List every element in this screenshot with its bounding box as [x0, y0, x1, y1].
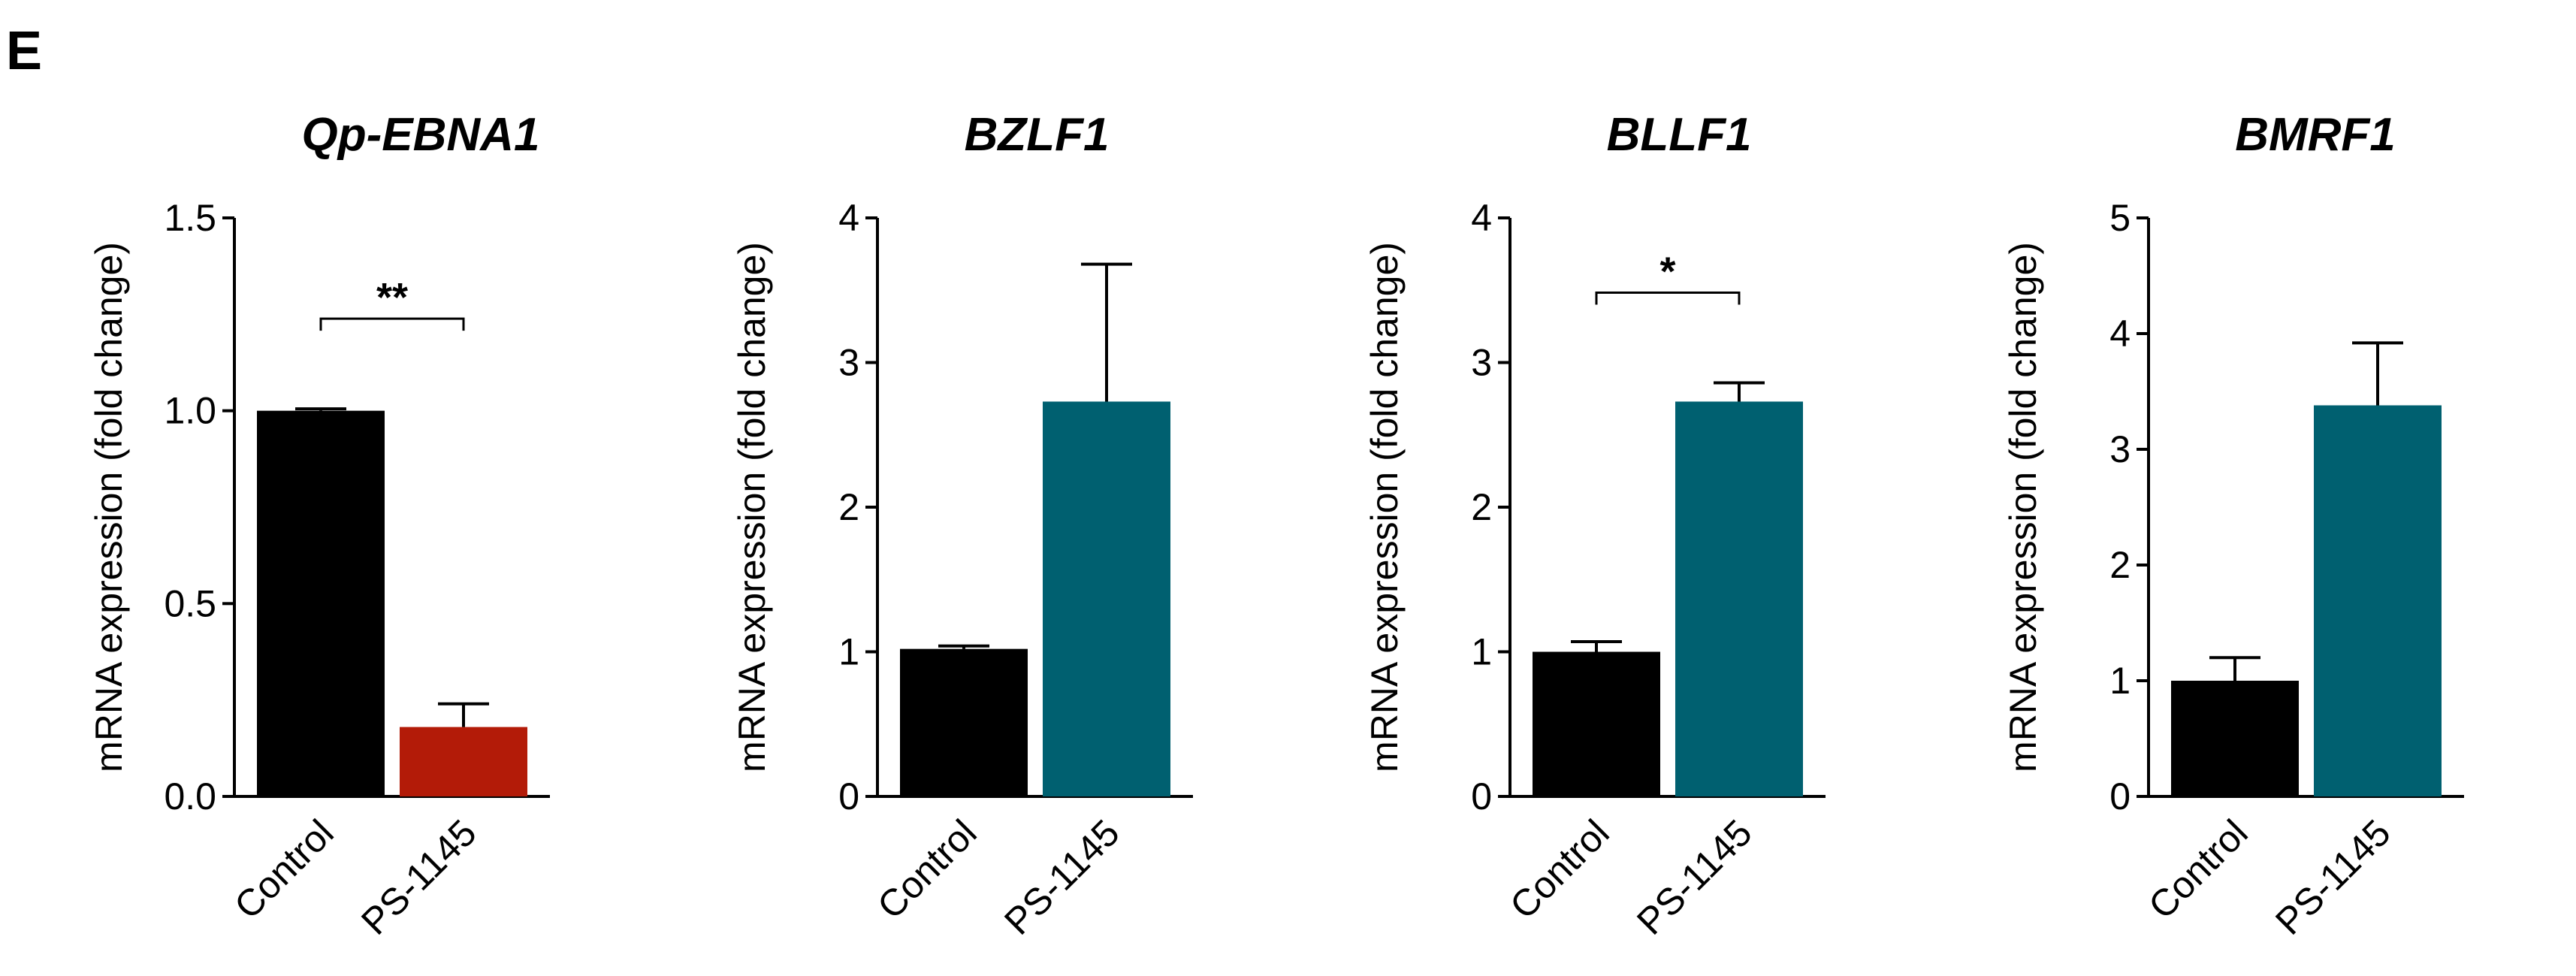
y-tick-label: 4	[2109, 313, 2131, 355]
significance-bracket	[319, 317, 465, 331]
bar-control	[1533, 651, 1660, 796]
chart-4: BMRF1 mRNA expression (fold change) 0 1 2 3 4 5…	[2002, 109, 2464, 943]
y-tick-label: 4	[838, 197, 859, 239]
bar-ps-1145	[400, 727, 527, 796]
chart-title: BZLF1	[965, 109, 1110, 161]
y-tick-label: 1.5	[164, 197, 216, 239]
y-axis-label: mRNA expression (fold change)	[2002, 242, 2044, 772]
y-tick-label: 5	[2109, 197, 2131, 239]
x-tick-label: PS-1145	[2267, 811, 2399, 943]
y-tick-label: 1.0	[164, 390, 216, 432]
chart-1: Qp-EBNA1 mRNA expression (fold change) 0.0…	[88, 109, 550, 943]
x-tick-label: PS-1145	[1629, 811, 1760, 943]
chart-title: BLLF1	[1607, 109, 1752, 161]
chart-title: BMRF1	[2235, 109, 2396, 161]
significance-bracket	[1595, 291, 1741, 305]
y-tick-label: 3	[2109, 428, 2131, 470]
y-tick-label: 0	[1471, 775, 1492, 817]
panel-label: E	[6, 21, 42, 81]
y-tick-label: 0.5	[164, 582, 216, 624]
x-tick-label: PS-1145	[353, 811, 485, 943]
y-axis-label: mRNA expression (fold change)	[1363, 242, 1406, 772]
bar-ps-1145	[2314, 405, 2442, 796]
y-tick-label: 4	[1471, 197, 1492, 239]
y-tick-label: 3	[838, 342, 859, 384]
y-tick-label: 0	[838, 775, 859, 817]
y-tick-label: 1	[2109, 660, 2131, 702]
y-tick-label: 1	[1471, 631, 1492, 673]
charts-group: Qp-EBNA1 mRNA expression (fold change) 0.0…	[88, 109, 2464, 943]
chart-title: Qp-EBNA1	[302, 109, 540, 161]
y-tick-label: 1	[838, 631, 859, 673]
x-tick-label: Control	[1502, 811, 1617, 927]
y-tick-label: 2	[2109, 544, 2131, 586]
x-tick-label: Control	[226, 811, 342, 927]
chart-3: BLLF1 mRNA expression (fold change) 0 1 2 3 4 C…	[1363, 109, 1826, 943]
x-tick-label: Control	[869, 811, 985, 927]
bar-ps-1145	[1675, 401, 1803, 796]
bar-control	[257, 410, 385, 796]
bar-control	[2171, 681, 2299, 796]
y-axis-label: mRNA expression (fold change)	[88, 242, 130, 772]
bar-control	[900, 648, 1028, 796]
y-tick-label: 3	[1471, 342, 1492, 384]
y-axis-label: mRNA expression (fold change)	[731, 242, 773, 772]
y-tick-label: 0	[2109, 775, 2131, 817]
y-tick-label: 2	[1471, 486, 1492, 528]
significance-marker: **	[376, 275, 408, 320]
bar-ps-1145	[1043, 401, 1170, 796]
x-tick-label: PS-1145	[996, 811, 1128, 943]
y-tick-label: 2	[838, 486, 859, 528]
x-tick-label: Control	[2140, 811, 2256, 927]
chart-2: BZLF1 mRNA expression (fold change) 0 1 2 3 4 C…	[731, 109, 1193, 943]
y-tick-label: 0.0	[164, 775, 216, 817]
significance-marker: *	[1659, 249, 1675, 294]
